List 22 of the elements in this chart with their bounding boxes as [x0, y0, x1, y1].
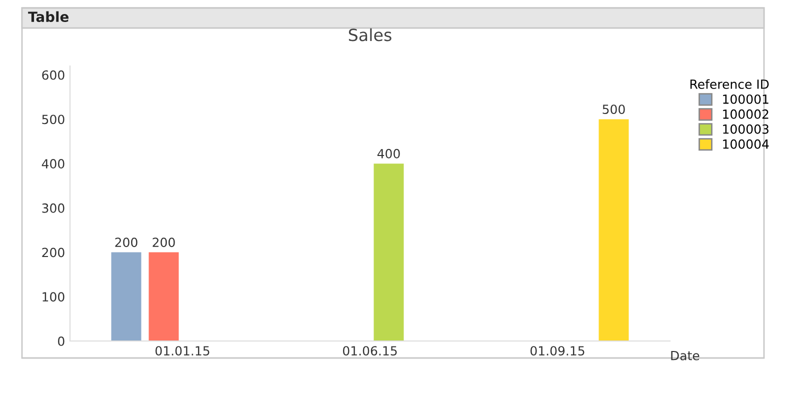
y-tick-label: 100	[42, 292, 64, 302]
y-tick-label: 0	[58, 336, 64, 346]
data-label: 500	[602, 104, 625, 114]
data-label: 400	[377, 148, 400, 158]
data-label: 200	[115, 238, 138, 248]
chart-title: Sales	[348, 28, 392, 42]
legend-label: 100002	[723, 109, 768, 119]
x-tick-label: 01.09.15	[530, 346, 584, 356]
legend-label: 100003	[723, 124, 768, 134]
text: Table	[28, 11, 69, 22]
y-tick-label: 300	[42, 203, 64, 213]
data-label: 200	[152, 238, 175, 248]
legend-title: Reference ID	[690, 79, 769, 89]
legend-label: 100001	[723, 94, 768, 104]
x-tick-label: 01.06.15	[342, 346, 397, 356]
y-tick-label: 400	[42, 159, 64, 169]
x-axis-title: Date	[671, 351, 700, 360]
y-tick-label: 200	[42, 248, 64, 258]
legend-label: 100004	[723, 139, 769, 149]
x-tick-label: 01.01.15	[155, 346, 210, 356]
y-tick-label: 600	[42, 70, 64, 80]
y-tick-label: 500	[42, 114, 64, 124]
